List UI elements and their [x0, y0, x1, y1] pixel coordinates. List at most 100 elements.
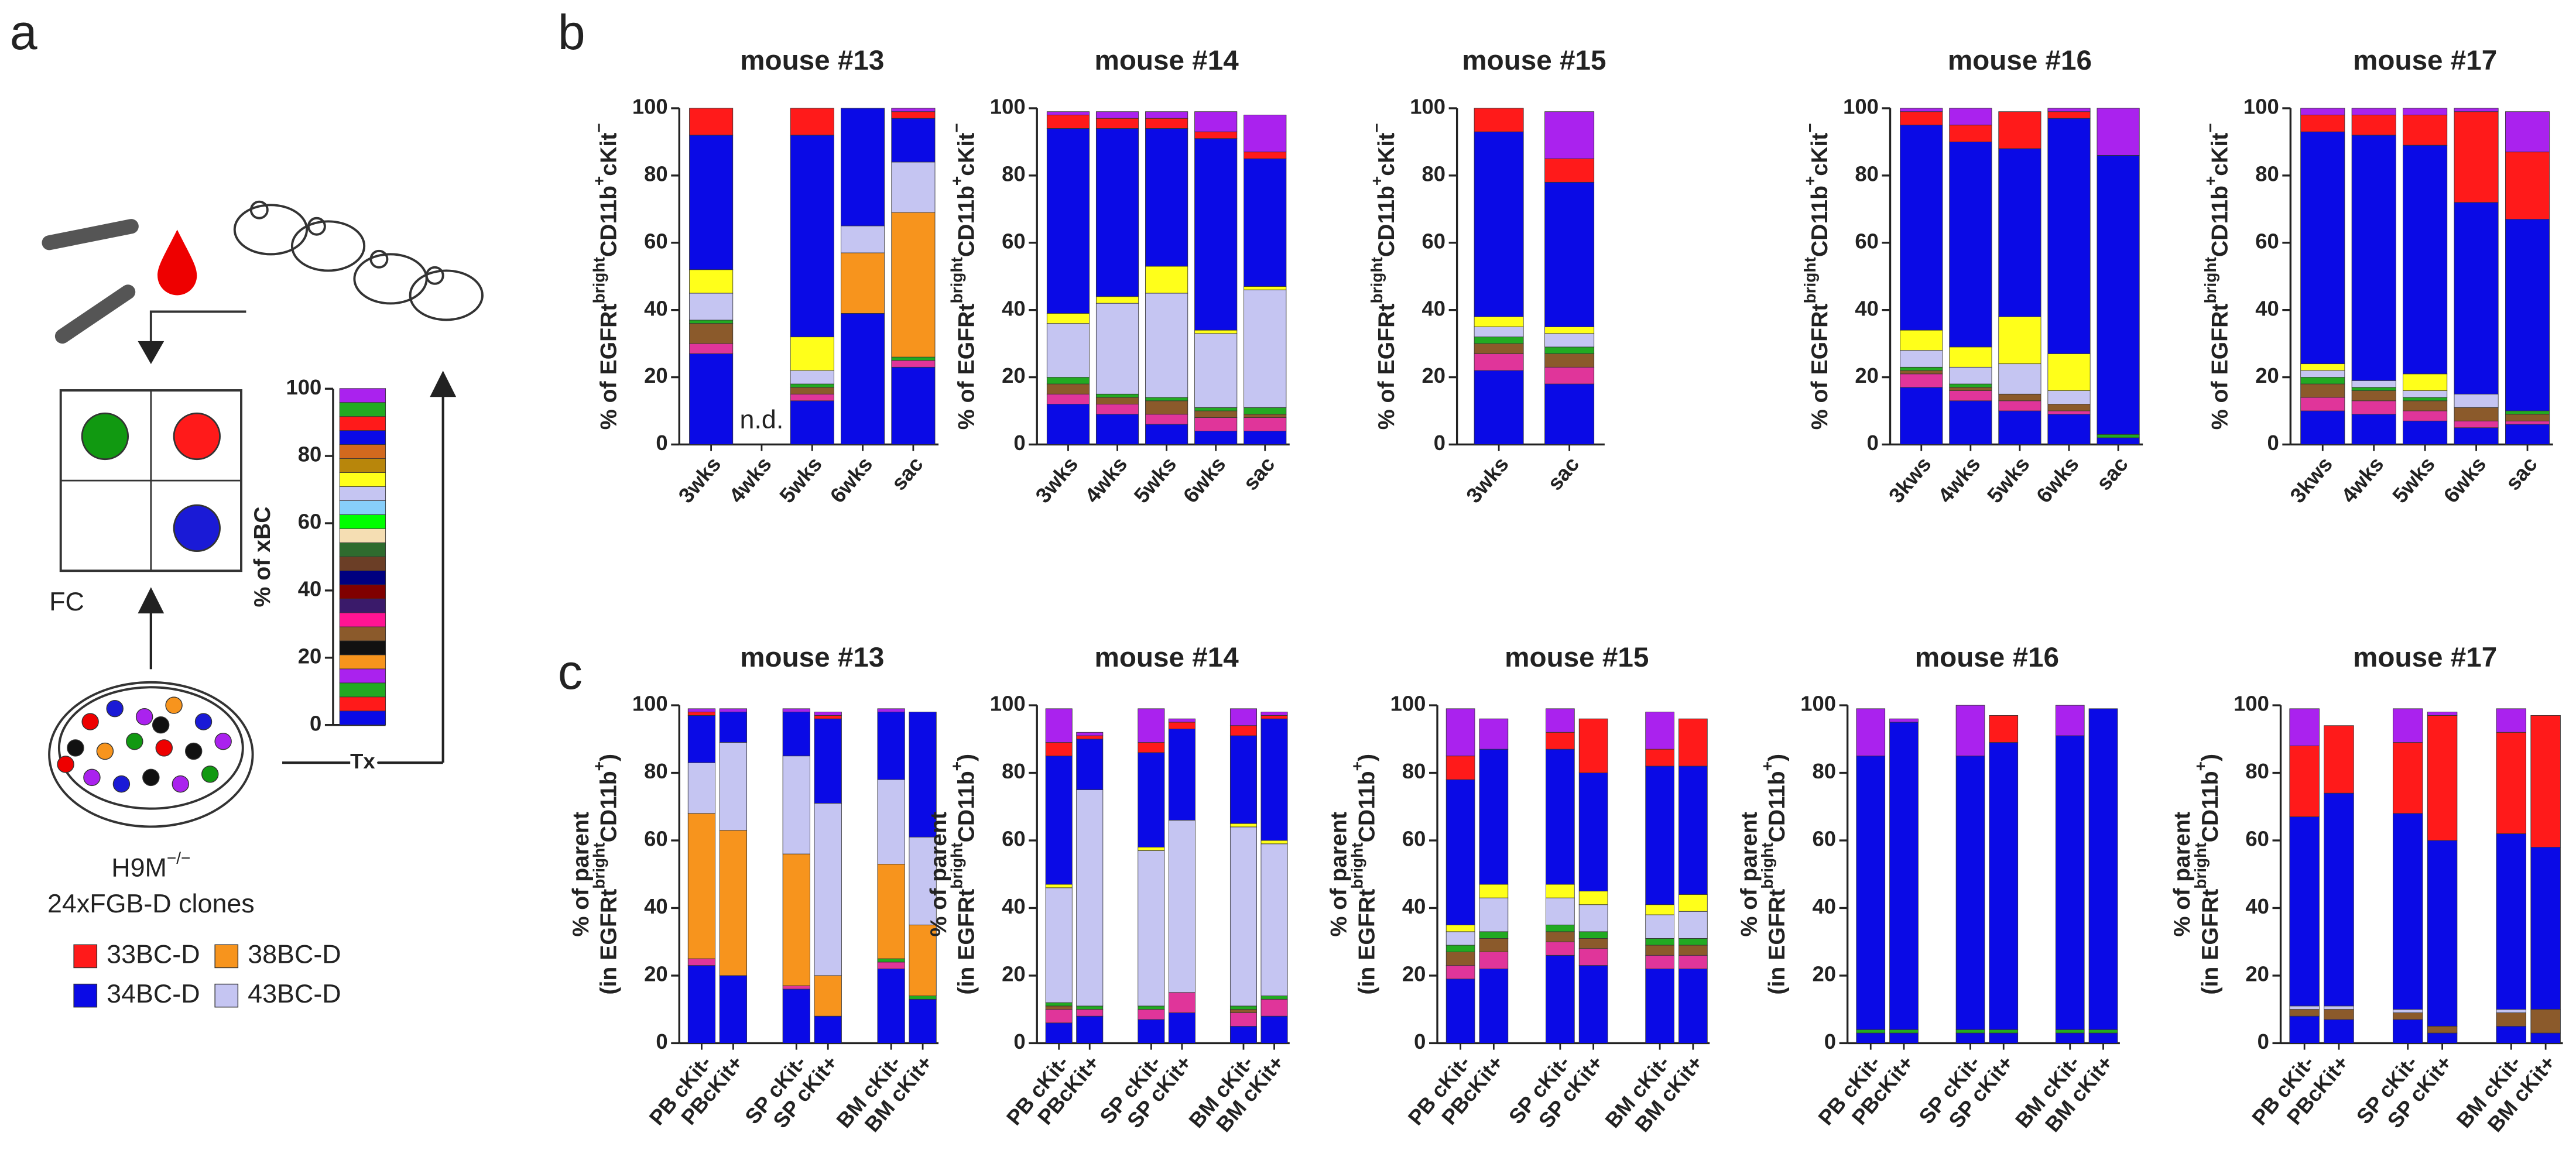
- bar-segment: [1046, 404, 1090, 445]
- y-tick-label: 0: [1013, 431, 1025, 455]
- bar-segment: [1645, 955, 1674, 969]
- y-tick-label: 80: [644, 759, 668, 783]
- bar-segment: [719, 712, 748, 743]
- y-axis-label-part: +: [948, 761, 966, 771]
- y-axis-label-part: −: [1801, 123, 1819, 132]
- bar-segment: [2300, 363, 2345, 371]
- bar-segment: [2392, 742, 2423, 814]
- bar-segment: [2300, 370, 2345, 378]
- bar-segment: [1445, 708, 1475, 757]
- bar-segment: [2496, 1012, 2527, 1027]
- bar-segment: [1998, 363, 2041, 394]
- bar-segment: [877, 708, 905, 713]
- y-axis-label-part: ): [596, 754, 622, 761]
- y-tick-label: 0: [1867, 431, 1879, 455]
- bar-segment: [1194, 407, 1238, 411]
- population: [81, 412, 129, 461]
- bar-segment: [2055, 735, 2085, 1030]
- legend-swatch: [214, 944, 239, 969]
- y-axis-label-part: CD11b: [1354, 771, 1380, 842]
- bar-segment: [2324, 1009, 2354, 1020]
- bar-segment: [1645, 945, 1674, 956]
- y-tick-label: 60: [2245, 827, 2269, 851]
- bar-segment: [719, 708, 748, 713]
- bar-segment: [2351, 414, 2396, 445]
- bar-segment: [1989, 742, 2019, 1030]
- bar-segment: [1678, 894, 1708, 912]
- bar-segment: [1244, 407, 1287, 415]
- bar-segment: [1046, 393, 1090, 404]
- bar-segment: [339, 486, 386, 501]
- bar-segment: [2505, 219, 2550, 411]
- bar-segment: [1949, 141, 1992, 348]
- bar-segment: [339, 696, 386, 712]
- bar-segment: [339, 444, 386, 459]
- bar-segment: [1445, 931, 1475, 946]
- bar-segment: [877, 958, 905, 963]
- host-sup: −/−: [167, 849, 191, 867]
- bar-segment: [1168, 992, 1195, 1013]
- bar-segment: [1949, 387, 1992, 391]
- legend-swatch: [214, 983, 239, 1008]
- bar-segment: [1445, 945, 1475, 952]
- y-axis-label-part: −: [1368, 123, 1386, 132]
- bar-segment: [2351, 115, 2396, 136]
- y-axis-label: % of parent: [2170, 812, 2195, 937]
- bar-segment: [2324, 1019, 2354, 1044]
- bar-segment: [2392, 1012, 2423, 1020]
- bar-segment: [1955, 705, 1985, 757]
- bar-segment: [909, 836, 937, 925]
- bar-segment: [1229, 1012, 1257, 1027]
- bar-segment: [1194, 417, 1238, 431]
- blood-drop: [157, 229, 197, 296]
- bar-segment: [841, 313, 885, 445]
- bar-segment: [1138, 708, 1165, 743]
- bar-segment: [2055, 1032, 2085, 1044]
- bar-segment: [1949, 108, 1992, 126]
- bar-segment: [719, 830, 748, 976]
- bar-segment: [1260, 715, 1288, 719]
- chart-title: mouse #15: [1462, 45, 1606, 76]
- y-tick-label: 20: [644, 363, 668, 387]
- bar-segment: [1578, 891, 1608, 905]
- y-tick-label: 0: [1434, 431, 1445, 455]
- bar-segment: [1194, 431, 1238, 445]
- bar-segment: [1046, 111, 1090, 115]
- bar-segment: [1900, 370, 1943, 375]
- bar-segment: [339, 612, 386, 627]
- bar-segment: [1045, 742, 1073, 757]
- y-axis-label-part: cKit: [954, 133, 979, 176]
- bar-segment: [1856, 1029, 1886, 1034]
- clones: [57, 696, 232, 793]
- bar-segment: [2289, 745, 2320, 818]
- y-axis-label-part: bright: [1801, 257, 1819, 303]
- bar-segment: [1138, 850, 1165, 1007]
- bar-segment: [1544, 158, 1595, 183]
- bar-segment: [877, 962, 905, 969]
- bar-segment: [2088, 1032, 2118, 1044]
- bar-segment: [1856, 1032, 1886, 1044]
- bar-segment: [2403, 373, 2448, 391]
- bar-segment: [1678, 718, 1708, 767]
- bar-segment: [1244, 431, 1287, 445]
- bar-segment: [814, 715, 842, 719]
- bar-segment: [1998, 400, 2041, 411]
- bar-segment: [782, 756, 810, 854]
- y-tick-label: 40: [644, 894, 668, 918]
- bar-segment: [1544, 181, 1595, 327]
- bone: [42, 219, 139, 250]
- bar-segment: [687, 708, 716, 713]
- panel-label: c: [558, 644, 583, 699]
- bar-segment: [1645, 904, 1674, 915]
- y-tick-label: 20: [2255, 363, 2279, 387]
- bar-segment: [2392, 813, 2423, 1010]
- y-tick-label: 20: [298, 644, 322, 668]
- bar-segment: [1194, 111, 1238, 132]
- y-tick-label: 100: [1843, 95, 1879, 119]
- bar-segment: [1578, 938, 1608, 949]
- bar-segment: [1168, 1012, 1195, 1044]
- bar-segment: [687, 715, 716, 763]
- bar-segment: [1168, 729, 1195, 821]
- bar-segment: [339, 598, 386, 613]
